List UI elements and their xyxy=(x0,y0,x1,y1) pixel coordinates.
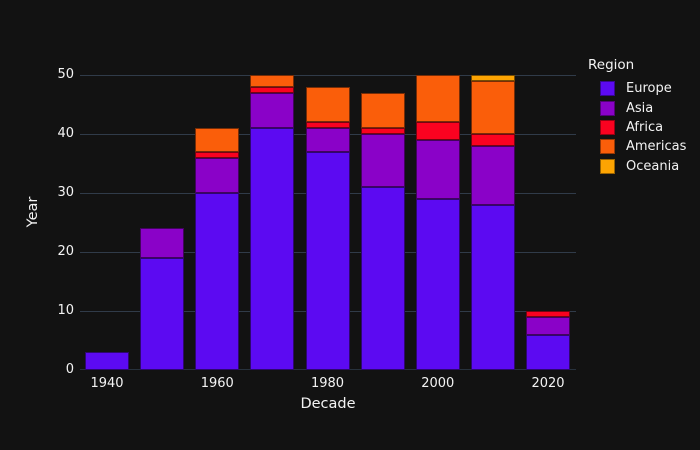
bar-segment-asia-2010[interactable] xyxy=(470,145,515,205)
plot-area xyxy=(80,40,576,370)
bar-segment-asia-2000[interactable] xyxy=(415,139,460,199)
y-tick-label-30: 30 xyxy=(57,185,74,200)
legend-item-americas[interactable]: Americas xyxy=(583,137,698,156)
bar-segment-americas-1980[interactable] xyxy=(305,86,350,123)
y-tick-label-10: 10 xyxy=(57,303,74,318)
bar-segment-asia-1970[interactable] xyxy=(250,92,295,129)
bar-segment-americas-1990[interactable] xyxy=(360,92,405,129)
bar-segment-europe-2010[interactable] xyxy=(470,204,515,370)
legend: Region Europe Asia Africa Americas Oceania xyxy=(583,57,698,176)
bar-segment-asia-1950[interactable] xyxy=(140,228,185,258)
bar-segment-africa-1990[interactable] xyxy=(360,128,405,134)
x-tick-label-1960: 1960 xyxy=(200,376,234,391)
legend-item-asia[interactable]: Asia xyxy=(583,98,698,117)
bar-segment-africa-1960[interactable] xyxy=(195,151,240,158)
legend-item-label: Oceania xyxy=(626,158,680,174)
x-axis-title: Decade xyxy=(300,396,356,412)
x-tick-label-2000: 2000 xyxy=(421,376,455,391)
bar-segment-africa-2000[interactable] xyxy=(415,122,460,140)
bar-segment-africa-2020[interactable] xyxy=(526,311,570,317)
bar-segment-americas-1970[interactable] xyxy=(250,75,295,87)
legend-swatch-icon xyxy=(600,119,615,135)
legend-item-label: Asia xyxy=(626,100,654,116)
legend-item-africa[interactable]: Africa xyxy=(583,118,698,137)
bar-segment-asia-2020[interactable] xyxy=(526,316,570,335)
bar-segment-europe-1940[interactable] xyxy=(85,352,129,370)
legend-item-label: Europe xyxy=(626,81,672,97)
x-tick-label-2020: 2020 xyxy=(531,376,565,391)
y-axis-title: Year xyxy=(25,196,41,228)
legend-item-label: Africa xyxy=(626,119,664,135)
bar-segment-europe-2000[interactable] xyxy=(415,198,460,370)
bar-segment-europe-2020[interactable] xyxy=(526,334,570,370)
y-tick-label-50: 50 xyxy=(57,67,74,82)
legend-title: Region xyxy=(588,57,635,73)
legend-item-oceania[interactable]: Oceania xyxy=(583,157,698,176)
bar-segment-europe-1980[interactable] xyxy=(305,151,350,370)
legend-items: Europe Asia Africa Americas Oceania xyxy=(583,79,698,176)
legend-swatch-icon xyxy=(600,81,615,97)
bar-segment-africa-2010[interactable] xyxy=(470,134,515,146)
y-tick-label-0: 0 xyxy=(65,362,74,377)
legend-swatch-icon xyxy=(600,139,615,155)
bar-segment-europe-1950[interactable] xyxy=(140,257,185,370)
y-tick-label-40: 40 xyxy=(57,126,74,141)
bar-segment-africa-1970[interactable] xyxy=(250,86,295,93)
bar-segment-americas-2010[interactable] xyxy=(470,80,515,134)
bar-segment-europe-1970[interactable] xyxy=(250,128,295,370)
bar-segment-europe-1960[interactable] xyxy=(195,193,240,370)
legend-swatch-icon xyxy=(600,158,615,174)
gridline-y-50 xyxy=(80,74,576,76)
legend-item-europe[interactable]: Europe xyxy=(583,79,698,98)
bar-segment-americas-2000[interactable] xyxy=(415,75,460,123)
bar-segment-americas-1960[interactable] xyxy=(195,128,240,152)
bar-segment-europe-1990[interactable] xyxy=(360,187,405,370)
y-tick-label-20: 20 xyxy=(57,244,74,259)
bar-segment-africa-1980[interactable] xyxy=(305,122,350,129)
bar-segment-asia-1960[interactable] xyxy=(195,157,240,193)
legend-swatch-icon xyxy=(600,100,615,116)
bar-segment-asia-1980[interactable] xyxy=(305,128,350,152)
bar-segment-oceania-2010[interactable] xyxy=(470,75,515,81)
x-tick-label-1980: 1980 xyxy=(310,376,345,391)
bar-segment-asia-1990[interactable] xyxy=(360,134,405,188)
x-tick-label-1940: 1940 xyxy=(90,376,124,391)
legend-item-label: Americas xyxy=(626,139,687,155)
